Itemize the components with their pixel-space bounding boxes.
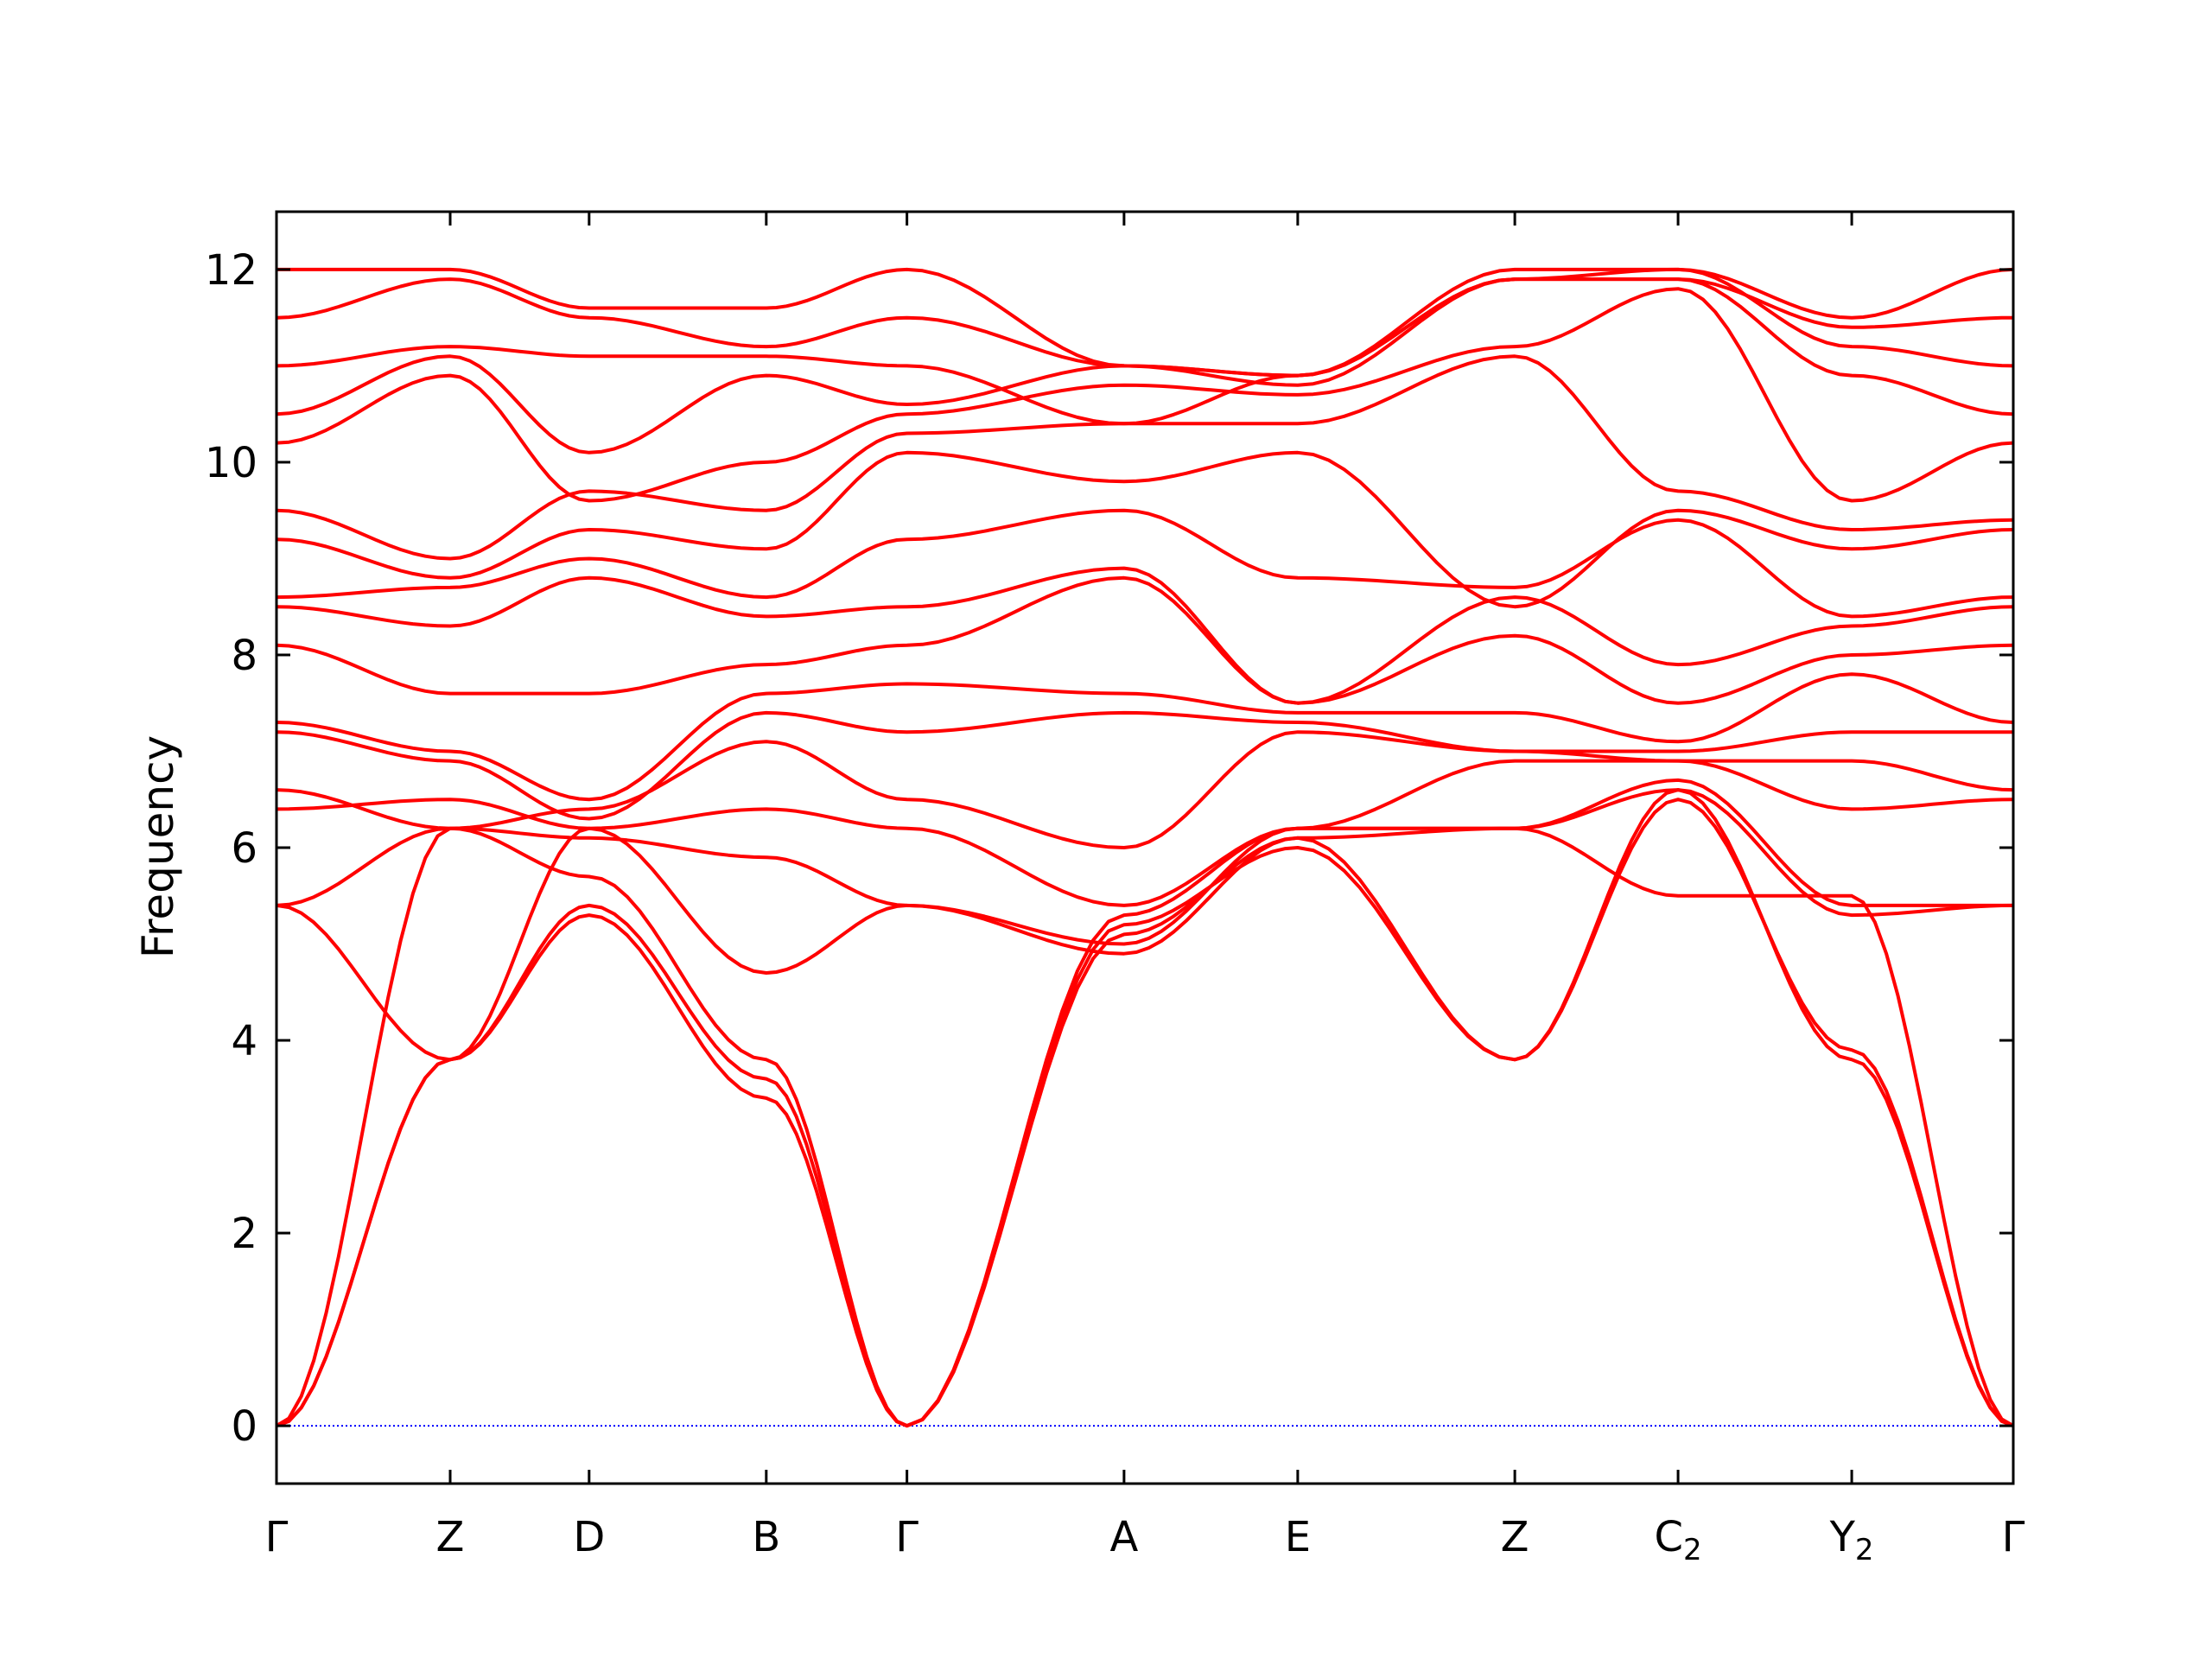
band-1 — [276, 788, 2013, 1428]
band-17 — [276, 267, 2013, 426]
y-tick-label: 6 — [231, 824, 257, 873]
x-axis-ticks: Γ Z D B Γ A E Z C2 Y2 Γ — [265, 212, 2025, 1567]
x-tick-label: A — [1109, 1513, 1138, 1561]
y-axis-label: Frequency — [133, 735, 183, 958]
y-tick-label: 2 — [231, 1210, 257, 1258]
band-19 — [276, 267, 2013, 378]
x-tick-label: B — [752, 1513, 780, 1561]
band-13 — [276, 450, 2013, 609]
band-10 — [276, 575, 2013, 705]
band-7 — [276, 730, 2013, 849]
band-9 — [276, 672, 2013, 802]
plot-frame — [275, 210, 2015, 1485]
x-tick-label: Y2 — [1829, 1513, 1874, 1567]
phonon-bands — [276, 267, 2013, 1428]
band-4 — [276, 788, 2013, 1062]
x-tick-label: D — [573, 1513, 605, 1561]
band-18 — [276, 277, 2013, 378]
x-tick-label: Z — [1501, 1513, 1529, 1561]
x-tick-label: Γ — [895, 1513, 918, 1561]
y-tick-label: 12 — [205, 246, 257, 295]
x-tick-label: C2 — [1654, 1513, 1701, 1567]
y-tick-label: 4 — [231, 1017, 257, 1065]
band-2 — [276, 798, 2013, 1428]
band-15 — [276, 287, 2013, 503]
band-8 — [276, 710, 2013, 821]
y-tick-label: 0 — [231, 1402, 257, 1451]
x-tick-label: E — [1285, 1513, 1311, 1561]
x-tick-label: Γ — [2002, 1513, 2025, 1561]
band-12 — [276, 508, 2013, 619]
x-tick-label: Γ — [265, 1513, 289, 1561]
band-11 — [276, 566, 2013, 705]
y-axis-ticks: 0 2 4 6 8 10 12 — [205, 246, 2013, 1451]
x-tick-label: Z — [436, 1513, 465, 1561]
y-tick-label: 8 — [231, 632, 257, 680]
band-5 — [276, 778, 2013, 946]
band-6 — [276, 759, 2013, 907]
y-tick-label: 10 — [205, 439, 257, 487]
band-3 — [276, 826, 2013, 1428]
